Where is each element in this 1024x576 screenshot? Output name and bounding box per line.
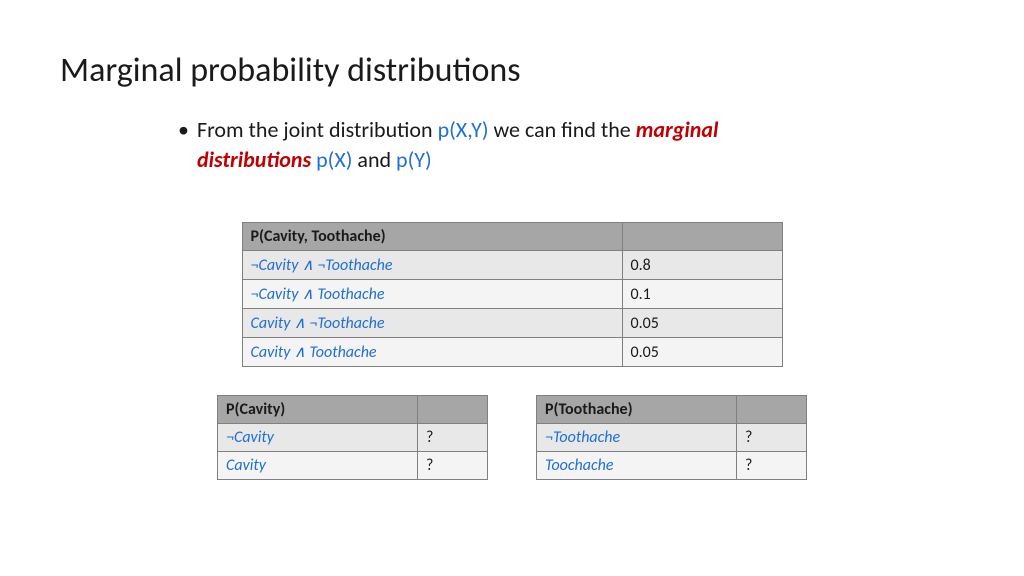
table-header-row: P(Cavity) bbox=[218, 396, 488, 424]
joint-table: P(Cavity, Toothache) ¬Cavity ∧ ¬Toothach… bbox=[242, 222, 783, 367]
toothache-val: ? bbox=[737, 452, 807, 480]
cavity-table: P(Cavity) ¬Cavity ? Cavity ? bbox=[217, 395, 488, 480]
joint-val: 0.8 bbox=[622, 251, 782, 280]
toothache-key: ¬Toothache bbox=[537, 424, 737, 452]
slide-title: Marginal probability distributions bbox=[60, 50, 964, 91]
bullet-pre: From the joint distribution bbox=[197, 116, 438, 143]
joint-key: ¬Cavity ∧ ¬Toothache bbox=[242, 251, 622, 280]
bullet-and: and bbox=[352, 146, 396, 173]
toothache-header: P(Toothache) bbox=[537, 396, 737, 424]
bullet-mid: we can find the bbox=[489, 116, 636, 143]
table-row: ¬Cavity ∧ ¬Toothache 0.8 bbox=[242, 251, 782, 280]
table-header-row: P(Toothache) bbox=[537, 396, 807, 424]
joint-val: 0.05 bbox=[622, 309, 782, 338]
table-header-row: P(Cavity, Toothache) bbox=[242, 223, 782, 251]
toothache-header-blank bbox=[737, 396, 807, 424]
table-row: Cavity ∧ ¬Toothache 0.05 bbox=[242, 309, 782, 338]
bullet-py: p(Y) bbox=[396, 146, 432, 173]
joint-val: 0.1 bbox=[622, 280, 782, 309]
cavity-key: ¬Cavity bbox=[218, 424, 418, 452]
toothache-val: ? bbox=[737, 424, 807, 452]
cavity-header-blank bbox=[418, 396, 488, 424]
joint-key: ¬Cavity ∧ Toothache bbox=[242, 280, 622, 309]
bullet-pxy: p(X,Y) bbox=[438, 116, 489, 143]
bullet-item: • From the joint distribution p(X,Y) we … bbox=[178, 115, 964, 174]
table-row: Cavity ? bbox=[218, 452, 488, 480]
table-row: ¬Toothache ? bbox=[537, 424, 807, 452]
joint-key: Cavity ∧ Toothache bbox=[242, 338, 622, 367]
table-row: Cavity ∧ Toothache 0.05 bbox=[242, 338, 782, 367]
cavity-header: P(Cavity) bbox=[218, 396, 418, 424]
table-row: ¬Cavity ∧ Toothache 0.1 bbox=[242, 280, 782, 309]
toothache-key: Toochache bbox=[537, 452, 737, 480]
toothache-table: P(Toothache) ¬Toothache ? Toochache ? bbox=[536, 395, 807, 480]
cavity-val: ? bbox=[418, 424, 488, 452]
cavity-val: ? bbox=[418, 452, 488, 480]
bullet-px: p(X) bbox=[311, 146, 352, 173]
bullet-dot: • bbox=[178, 115, 189, 145]
joint-val: 0.05 bbox=[622, 338, 782, 367]
joint-header: P(Cavity, Toothache) bbox=[242, 223, 622, 251]
cavity-key: Cavity bbox=[218, 452, 418, 480]
bullet-text: From the joint distribution p(X,Y) we ca… bbox=[197, 115, 837, 174]
joint-key: Cavity ∧ ¬Toothache bbox=[242, 309, 622, 338]
table-row: Toochache ? bbox=[537, 452, 807, 480]
joint-header-blank bbox=[622, 223, 782, 251]
table-row: ¬Cavity ? bbox=[218, 424, 488, 452]
